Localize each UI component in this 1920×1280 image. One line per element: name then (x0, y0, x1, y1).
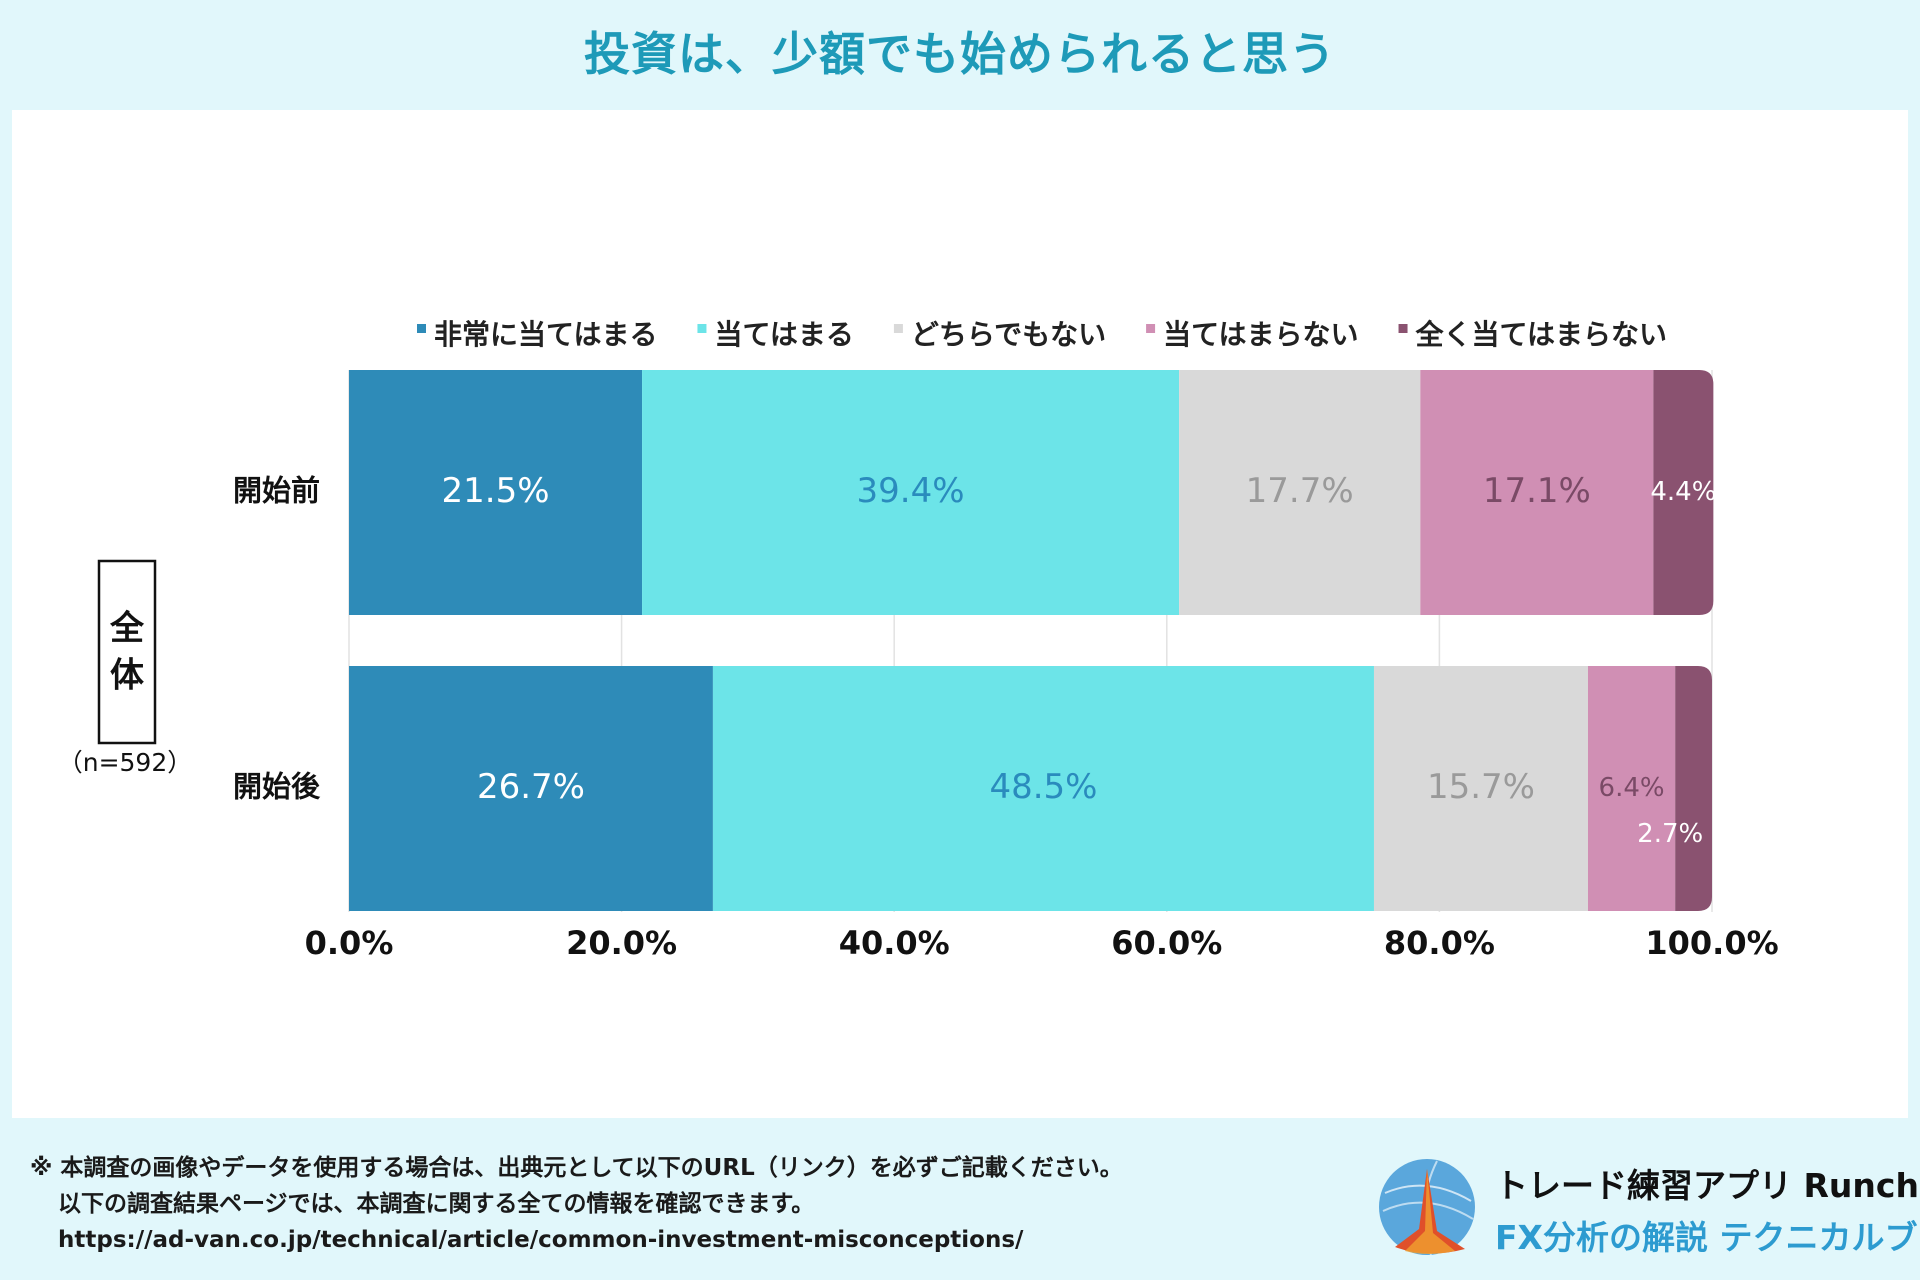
runcha-logo-icon (1379, 1159, 1475, 1256)
tick-label-0: 0.0% (305, 924, 394, 962)
legend-swatch-3 (1146, 324, 1156, 333)
bar-1-3 (1587, 666, 1676, 911)
category-label-0: 開始前 (233, 474, 320, 508)
bar-0-3 (1420, 370, 1654, 615)
footer-url[interactable]: https://ad-van.co.jp/technical/article/c… (58, 1227, 1024, 1253)
footer-note: ※ 本調査の画像やデータを使用する場合は、出典元として以下のURL（リンク）を必… (30, 1150, 1360, 1258)
footer-line-1: ※ 本調査の画像やデータを使用する場合は、出典元として以下のURL（リンク）を必… (30, 1155, 1123, 1181)
bar-1-0 (349, 666, 713, 911)
legend-swatch-2 (893, 324, 903, 333)
tick-label-1: 20.0% (566, 924, 677, 962)
legend-swatch-1 (697, 324, 707, 333)
legend-swatch-0 (417, 324, 426, 333)
brand-subtitle: FX分析の解説 テクニカルブック (1495, 1218, 1920, 1257)
value-label-1-4: 2.7% (1637, 819, 1703, 849)
value-label-1-2: 15.7% (1427, 767, 1535, 807)
chart-title: 投資は、少額でも始められると思う (584, 27, 1336, 81)
value-label-0-2: 17.7% (1246, 471, 1354, 511)
value-label-0-0: 21.5% (442, 471, 550, 511)
bar-0-2 (1179, 370, 1421, 615)
legend-label-1: 当てはまる (714, 318, 853, 351)
legend-label-0: 非常に当てはまる (434, 318, 657, 351)
legend-label-2: どちらでもない (911, 318, 1106, 351)
group-box (97, 559, 157, 745)
bar-0-0 (349, 370, 643, 615)
value-label-0-4: 4.4% (1650, 477, 1716, 507)
tick-label-5: 100.0% (1645, 924, 1778, 962)
bar-0-1 (642, 370, 1180, 615)
value-label-0-1: 39.4% (857, 471, 965, 511)
group-label-char-1: 体 (110, 656, 144, 696)
bar-1-4 (1675, 666, 1712, 911)
value-label-1-3: 6.4% (1599, 773, 1665, 803)
legend-label-3: 当てはまらない (1163, 318, 1358, 351)
bar-1-1 (712, 666, 1374, 911)
group-label-char-0: 全 (109, 609, 145, 649)
legend-swatch-4 (1398, 324, 1408, 333)
category-label-1: 開始後 (233, 770, 321, 804)
stacked-bar-chart: 非常に当てはまる 当てはまる どちらでもない 当てはまらない 全く当てはまらない 21.5… (58, 318, 1779, 962)
tick-label-2: 40.0% (839, 924, 950, 962)
tick-label-3: 60.0% (1111, 924, 1222, 962)
value-label-1-0: 26.7% (477, 767, 585, 807)
brand-block: トレード練習アプリ Runcha FX分析の解説 テクニカルブック (1375, 1155, 1920, 1265)
sample-size-label: （n=592） (58, 748, 193, 777)
brand-name: トレード練習アプリ Runcha (1495, 1166, 1920, 1205)
bar-1-2 (1373, 666, 1588, 911)
bar-0-4 (1653, 370, 1714, 615)
legend-label-4: 全く当てはまらない (1415, 318, 1667, 351)
value-label-0-3: 17.1% (1483, 471, 1591, 511)
value-label-1-1: 48.5% (989, 767, 1097, 807)
tick-label-4: 80.0% (1384, 924, 1495, 962)
chart-panel: 非常に当てはまる 当てはまる どちらでもない 当てはまらない 全く当てはまらない 21.5… (12, 110, 1908, 1118)
footer-line-2: 以下の調査結果ページでは、本調査に関する全ての情報を確認できます。 (58, 1191, 815, 1217)
